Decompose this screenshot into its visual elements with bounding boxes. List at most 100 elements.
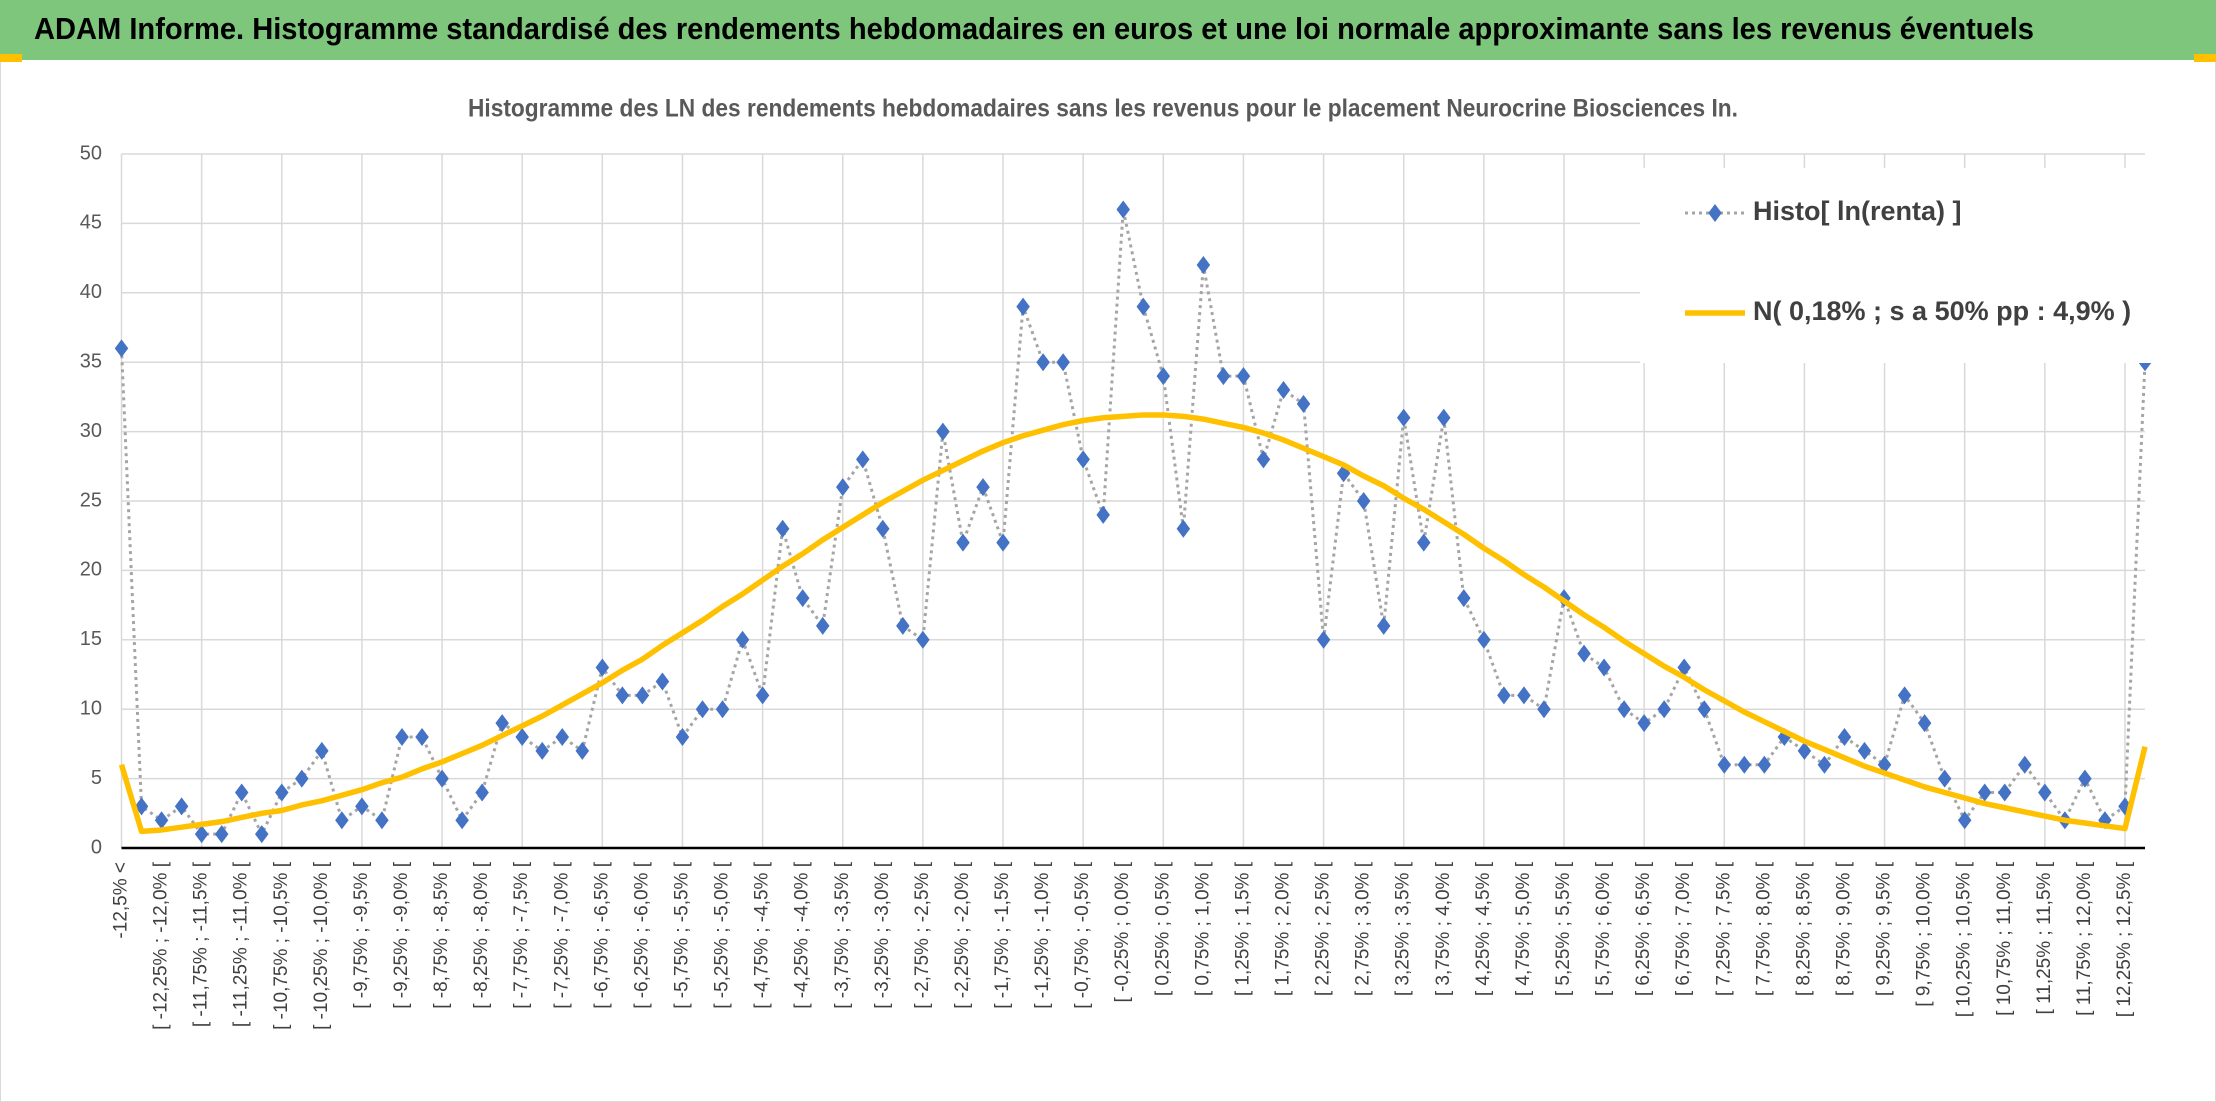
- x-tick-label: [ 12,25% ; 12,5% [: [2114, 861, 2135, 1017]
- x-tick-label: [ 7,25% ; 7,5% [: [1713, 861, 1734, 996]
- x-tick-label: [ -9,25% ; -9,0% [: [391, 861, 412, 1009]
- data-point: [1737, 755, 1752, 774]
- x-tick-label: [ 9,75% ; 10,0% [: [1914, 861, 1935, 1006]
- data-point: [856, 450, 870, 469]
- x-tick-label: [ -7,75% ; -7,5% [: [511, 861, 532, 1009]
- legend: Histo[ ln(renta) ] N( 0,18% ; s a 50% pp …: [1640, 168, 2200, 363]
- x-tick-label: [ 6,25% ; 6,5% [: [1633, 861, 1654, 996]
- x-tick-label: [ -6,75% ; -6,5% [: [591, 861, 612, 1009]
- data-point: [1717, 755, 1732, 774]
- data-point: [475, 783, 489, 802]
- x-tick-label: [ -8,75% ; -8,5% [: [431, 861, 452, 1009]
- data-point: [194, 825, 209, 844]
- x-tick-label: -12,5% <: [111, 862, 132, 939]
- data-point: [1076, 450, 1090, 469]
- data-point: [1216, 367, 1231, 386]
- data-point: [275, 783, 289, 802]
- data-point: [455, 811, 469, 830]
- x-tick-label: [ -1,75% ; -1,5% [: [992, 861, 1013, 1009]
- data-point: [996, 533, 1010, 552]
- page-title: ADAM Informe. Histogramme standardisé de…: [34, 11, 2034, 46]
- x-tick-label: [ -4,75% ; -4,5% [: [752, 861, 773, 1009]
- title-bar: [0, 0, 2216, 60]
- data-point: [1897, 686, 1912, 705]
- data-point: [675, 727, 690, 746]
- data-point: [1236, 367, 1251, 386]
- x-tick-label: [ 8,75% ; 9,0% [: [1833, 861, 1854, 996]
- x-tick-label: [ -0,75% ; -0,5% [: [1072, 861, 1093, 1009]
- x-tick-label: [ 2,25% ; 2,5% [: [1313, 861, 1334, 996]
- y-tick-label: 45: [80, 212, 102, 234]
- data-point: [1977, 783, 1992, 802]
- data-point: [1376, 616, 1391, 635]
- data-point: [1296, 394, 1311, 413]
- x-tick-label: [ -4,25% ; -4,0% [: [792, 861, 813, 1009]
- y-tick-label: 15: [80, 628, 102, 650]
- x-tick-label: [ 11,25% ; 11,5% [: [2034, 861, 2055, 1014]
- x-tick-label: [ -10,75% ; -10,5% [: [271, 861, 292, 1030]
- data-point: [1437, 408, 1451, 427]
- x-tick-label: [ -8,25% ; -8,0% [: [471, 861, 492, 1009]
- data-point: [715, 700, 730, 719]
- legend-label: Histo[ ln(renta) ]: [1753, 196, 1962, 226]
- data-point: [1056, 353, 1070, 372]
- chart-title: Histogramme des LN des rendements hebdom…: [468, 95, 1738, 123]
- data-point: [315, 741, 329, 760]
- x-tick-label: [ 7,75% ; 8,0% [: [1753, 861, 1774, 996]
- data-point: [1537, 700, 1551, 719]
- data-point: [154, 811, 169, 830]
- data-point: [174, 797, 189, 816]
- x-tick-label: [ -12,25% ; -12,0% [: [151, 861, 172, 1030]
- x-tick-label: [ -5,25% ; -5,0% [: [712, 861, 733, 1009]
- data-point: [375, 811, 389, 830]
- y-tick-label: 5: [91, 767, 102, 789]
- x-tick-label: [ 10,75% ; 11,0% [: [1994, 861, 2015, 1016]
- data-point: [815, 616, 830, 635]
- x-tick-label: [ -5,75% ; -5,5% [: [671, 861, 692, 1009]
- data-point: [916, 630, 930, 649]
- x-tick-label: [ -2,75% ; -2,5% [: [912, 861, 933, 1009]
- data-point: [956, 533, 970, 552]
- grid: 0 5 10 15 20 25 30 35 40 45 50 -12,5% < [ -12,25% ; …: [80, 142, 2145, 1030]
- x-tick-label: [ 0,75% ; 1,0% [: [1192, 861, 1213, 996]
- x-tick-label: [ -11,75% ; -11,5% [: [191, 861, 212, 1027]
- data-point: [1837, 727, 1852, 746]
- y-tick-label: 30: [80, 420, 102, 442]
- data-point: [214, 825, 229, 844]
- data-point: [1577, 644, 1591, 663]
- data-point: [976, 478, 990, 497]
- data-point: [775, 519, 790, 538]
- data-point: [1276, 380, 1291, 399]
- data-point: [1096, 505, 1110, 524]
- x-tick-label: [ 3,25% ; 3,5% [: [1393, 861, 1414, 996]
- x-tick-label: [ 5,25% ; 5,5% [: [1553, 861, 1574, 996]
- data-point: [1937, 769, 1952, 788]
- data-point: [555, 727, 570, 746]
- x-tick-label: [ 4,75% ; 5,0% [: [1513, 861, 1534, 996]
- data-point: [515, 727, 529, 746]
- data-point: [876, 519, 890, 538]
- data-point: [1917, 714, 1932, 733]
- x-tick-label: [ -6,25% ; -6,0% [: [631, 861, 652, 1009]
- data-point: [1136, 297, 1151, 316]
- data-point: [1697, 700, 1711, 719]
- x-tick-label: [ 5,75% ; 6,0% [: [1593, 861, 1614, 996]
- y-tick-label: 20: [80, 559, 102, 581]
- data-point: [835, 478, 850, 497]
- x-tick-label: [ 3,75% ; 4,0% [: [1433, 861, 1454, 996]
- x-tick-label: [ 11,75% ; 12,0% [: [2074, 861, 2095, 1016]
- data-point: [1497, 686, 1511, 705]
- data-point: [2078, 769, 2092, 788]
- data-point: [1797, 741, 1812, 760]
- data-point: [1396, 408, 1411, 427]
- data-point: [1036, 353, 1050, 372]
- data-point: [2038, 783, 2052, 802]
- data-point: [435, 769, 449, 788]
- y-tick-label: 0: [91, 836, 102, 858]
- x-tick-label: [ -1,25% ; -1,0% [: [1032, 861, 1053, 1009]
- title-bar-accent: [0, 54, 22, 62]
- data-point: [335, 811, 349, 830]
- data-point: [1477, 630, 1491, 649]
- title-bar-accent: [2194, 54, 2216, 62]
- data-point: [1156, 367, 1171, 386]
